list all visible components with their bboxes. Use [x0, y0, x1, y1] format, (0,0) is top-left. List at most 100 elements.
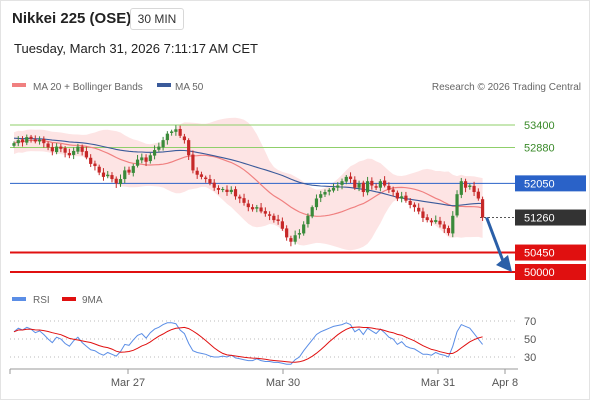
candle-body — [55, 146, 59, 153]
candle-body — [208, 179, 212, 184]
candle-body — [421, 211, 425, 218]
candle-body — [387, 185, 391, 190]
candle-body — [97, 166, 101, 173]
support-label: 50450 — [524, 248, 555, 260]
candle-body — [348, 176, 353, 180]
rsi-ma-legend-swatch — [62, 297, 76, 301]
candle-body — [67, 153, 71, 156]
ma20-legend-swatch — [12, 83, 26, 87]
candle-body — [157, 146, 161, 150]
candle-body — [434, 220, 438, 222]
candle-body — [438, 220, 442, 225]
candle-body — [12, 143, 16, 146]
candle-body — [297, 233, 302, 235]
ma50-legend-swatch — [157, 83, 171, 87]
candle-body — [383, 180, 387, 186]
candle-body — [42, 139, 46, 144]
candle-body — [344, 176, 348, 182]
candles-layer — [12, 125, 485, 247]
candle-body — [80, 146, 84, 152]
candle-body — [242, 198, 246, 203]
rsi-legend-swatch — [12, 297, 26, 301]
pivot-label-box — [515, 175, 586, 192]
x-axis-ticks: Mar 27 Mar 30 Mar 31 Apr 8 — [9, 369, 518, 389]
candle-body — [331, 187, 336, 191]
candle-body — [33, 139, 37, 142]
candle-body — [246, 203, 250, 208]
rsi-legend-label: RSI — [33, 295, 50, 306]
candle-body — [135, 159, 140, 166]
candle-body — [212, 182, 216, 188]
support-label: 50000 — [524, 267, 555, 279]
candle-body — [446, 228, 451, 234]
ma50-legend-label: MA 50 — [175, 82, 204, 93]
candle-body — [93, 163, 97, 167]
candle-body — [391, 189, 395, 193]
rsi-line — [13, 322, 483, 365]
candle-body — [476, 191, 480, 199]
candle-body — [340, 181, 344, 185]
candle-body — [370, 180, 374, 186]
candle-body — [106, 174, 110, 177]
timeframe-selector[interactable]: 30 MIN — [130, 8, 184, 30]
candle-body — [127, 169, 131, 173]
candle-body — [216, 188, 221, 190]
candle-body — [408, 201, 412, 205]
rsi-panel: 70 50 30 — [10, 316, 536, 365]
candle-body — [182, 136, 186, 141]
x-tick-label: Mar 27 — [111, 377, 145, 389]
candle-body — [131, 166, 135, 173]
candle-body — [378, 181, 382, 188]
timestamp: Tuesday, March 31, 2026 7:11:17 AM CET — [14, 41, 258, 56]
candle-body — [472, 185, 476, 193]
candle-body — [272, 215, 276, 221]
candle-body — [442, 224, 446, 229]
candle-body — [199, 174, 204, 177]
candle-body — [357, 183, 361, 188]
candle-body — [76, 146, 80, 152]
instrument-title: Nikkei 225 (OSE) — [12, 10, 132, 27]
candle-body — [404, 195, 408, 201]
candle-body — [327, 189, 331, 192]
candle-body — [263, 211, 267, 214]
candle-body — [365, 181, 370, 193]
candle-body — [481, 199, 485, 218]
candle-body — [123, 170, 127, 180]
price-levels-layer — [10, 124, 515, 273]
candle-body — [459, 181, 463, 195]
candle-body — [255, 207, 259, 209]
candle-body — [170, 131, 174, 133]
candle-body — [161, 140, 165, 148]
x-tick-label: Mar 31 — [421, 377, 455, 389]
x-tick-label: Mar 30 — [266, 377, 300, 389]
candle-body — [412, 204, 417, 208]
candle-body — [310, 207, 314, 217]
candle-body — [195, 170, 199, 175]
credit-text: Research © 2026 Trading Central — [432, 82, 581, 93]
candle-body — [463, 181, 468, 188]
candle-body — [20, 139, 25, 143]
candle-body — [84, 151, 89, 158]
candle-body — [289, 238, 293, 242]
candle-body — [293, 235, 297, 242]
candle-body — [101, 172, 106, 177]
candle-body — [110, 175, 114, 180]
support-label-box — [515, 244, 586, 261]
candle-body — [468, 185, 472, 187]
candle-body — [89, 157, 93, 164]
candle-body — [204, 177, 208, 180]
forecast-arrow-layer — [485, 216, 512, 272]
candle-body — [429, 220, 434, 223]
candle-body — [63, 148, 67, 153]
candle-body — [140, 157, 144, 161]
candle-body — [114, 178, 118, 184]
candle-body — [323, 192, 327, 195]
candle-body — [276, 219, 280, 221]
candle-body — [72, 150, 76, 155]
candle-body — [353, 179, 357, 188]
resistance-label: 52880 — [524, 142, 555, 154]
candle-body — [319, 194, 323, 198]
candle-body — [37, 139, 42, 142]
candle-body — [361, 182, 365, 193]
pivot-label: 52050 — [524, 178, 555, 190]
